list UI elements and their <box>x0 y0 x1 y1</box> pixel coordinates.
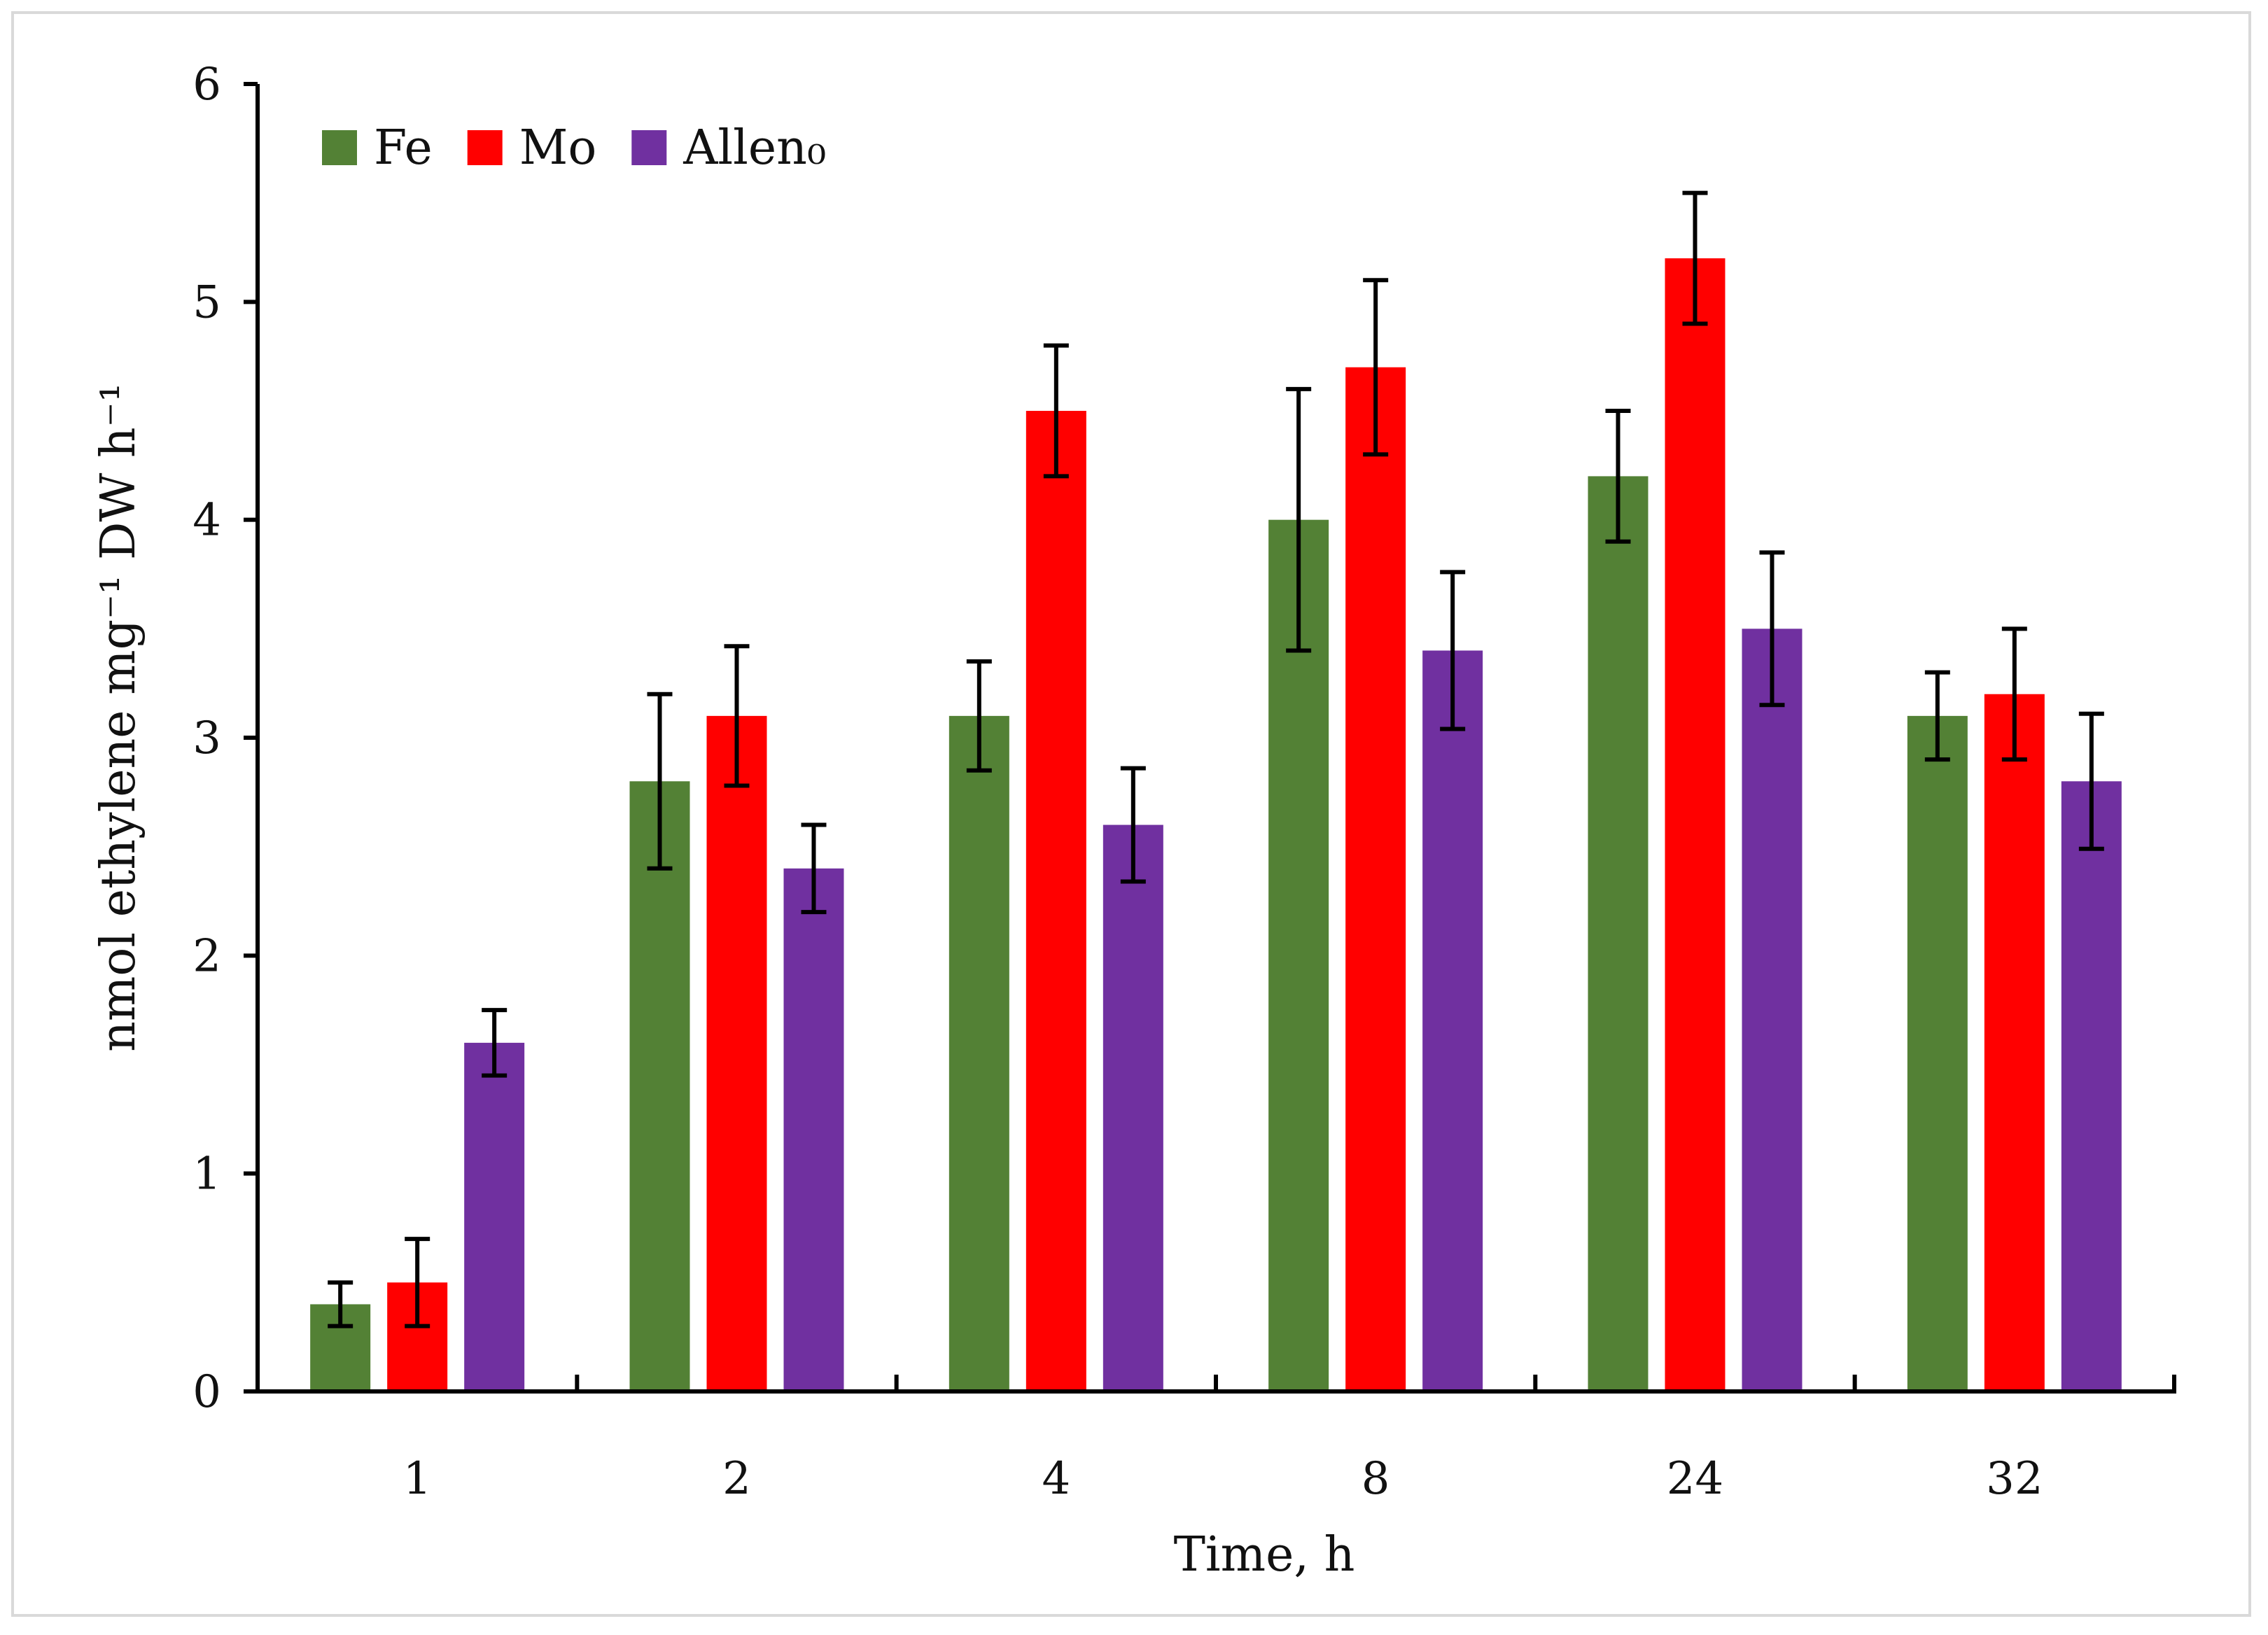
error-bar-allen-8 <box>1440 570 1466 731</box>
x-tick-label-1: 1 <box>403 1453 432 1505</box>
error-bars-layer <box>328 190 2104 1328</box>
error-bar-allen-2 <box>801 822 827 915</box>
y-tick-label-1: 1 <box>192 1149 221 1200</box>
error-bar-allen-4 <box>1120 766 1146 884</box>
x-axis-title: Time, h <box>1174 1527 1355 1583</box>
y-tick-label-6: 6 <box>192 59 221 111</box>
error-bar-mo-1 <box>405 1237 430 1328</box>
bar-mo-4 <box>1026 411 1086 1391</box>
error-bar-mo-32 <box>2001 626 2027 762</box>
bar-fe-8 <box>1268 519 1329 1391</box>
bar-fe-4 <box>948 715 1009 1391</box>
x-tick-label-32: 32 <box>1986 1453 2043 1505</box>
bar-allen-8 <box>1422 650 1483 1391</box>
bar-fe-24 <box>1588 476 1648 1391</box>
legend: Fe Mo Allen₀ <box>322 120 826 176</box>
bar-allen-32 <box>2061 781 2122 1391</box>
y-tick-label-5: 5 <box>192 276 221 328</box>
bar-mo-8 <box>1345 367 1406 1391</box>
error-bar-fe-4 <box>966 659 992 773</box>
x-tick-label-24: 24 <box>1667 1453 1723 1505</box>
legend-swatch-allen <box>631 130 667 165</box>
error-bar-fe-24 <box>1605 409 1631 544</box>
error-bar-mo-2 <box>724 644 750 788</box>
y-tick-label-4: 4 <box>192 495 221 547</box>
y-tick-label-3: 3 <box>192 713 221 764</box>
x-tick-label-8: 8 <box>1362 1453 1390 1505</box>
bar-allen-1 <box>464 1042 525 1391</box>
error-bar-fe-8 <box>1286 386 1312 653</box>
bar-fe-2 <box>629 781 690 1391</box>
bar-allen-2 <box>783 868 844 1391</box>
error-bar-fe-1 <box>328 1280 354 1328</box>
axes-layer <box>244 82 2176 1394</box>
bar-mo-2 <box>706 715 767 1391</box>
y-tick-label-0: 0 <box>192 1366 221 1418</box>
legend-label-mo: Mo <box>519 120 597 176</box>
bar-allen-4 <box>1102 824 1163 1391</box>
x-tick-label-2: 2 <box>722 1453 751 1505</box>
legend-swatch-mo <box>467 130 503 165</box>
error-bar-mo-4 <box>1043 343 1069 479</box>
legend-swatch-fe <box>322 130 357 165</box>
error-bar-mo-24 <box>1682 190 1708 326</box>
error-bar-allen-24 <box>1759 550 1785 708</box>
bar-mo-24 <box>1665 258 1726 1392</box>
error-bar-allen-1 <box>482 1008 507 1078</box>
bar-allen-24 <box>1742 629 1802 1392</box>
y-axis-title: nmol ethylene mg⁻¹ DW h⁻¹ <box>91 383 146 1052</box>
error-bar-allen-32 <box>2078 711 2104 851</box>
x-tick-label-4: 4 <box>1042 1453 1070 1505</box>
bar-mo-32 <box>1984 694 2045 1391</box>
y-tick-label-2: 2 <box>192 930 221 982</box>
error-bar-mo-8 <box>1363 278 1389 457</box>
legend-label-allen: Allen₀ <box>682 120 826 176</box>
error-bar-fe-32 <box>1924 670 1950 762</box>
bars-layer <box>310 258 2122 1392</box>
bar-fe-32 <box>1907 715 1968 1391</box>
error-bar-fe-2 <box>647 692 673 871</box>
legend-label-fe: Fe <box>374 120 433 176</box>
